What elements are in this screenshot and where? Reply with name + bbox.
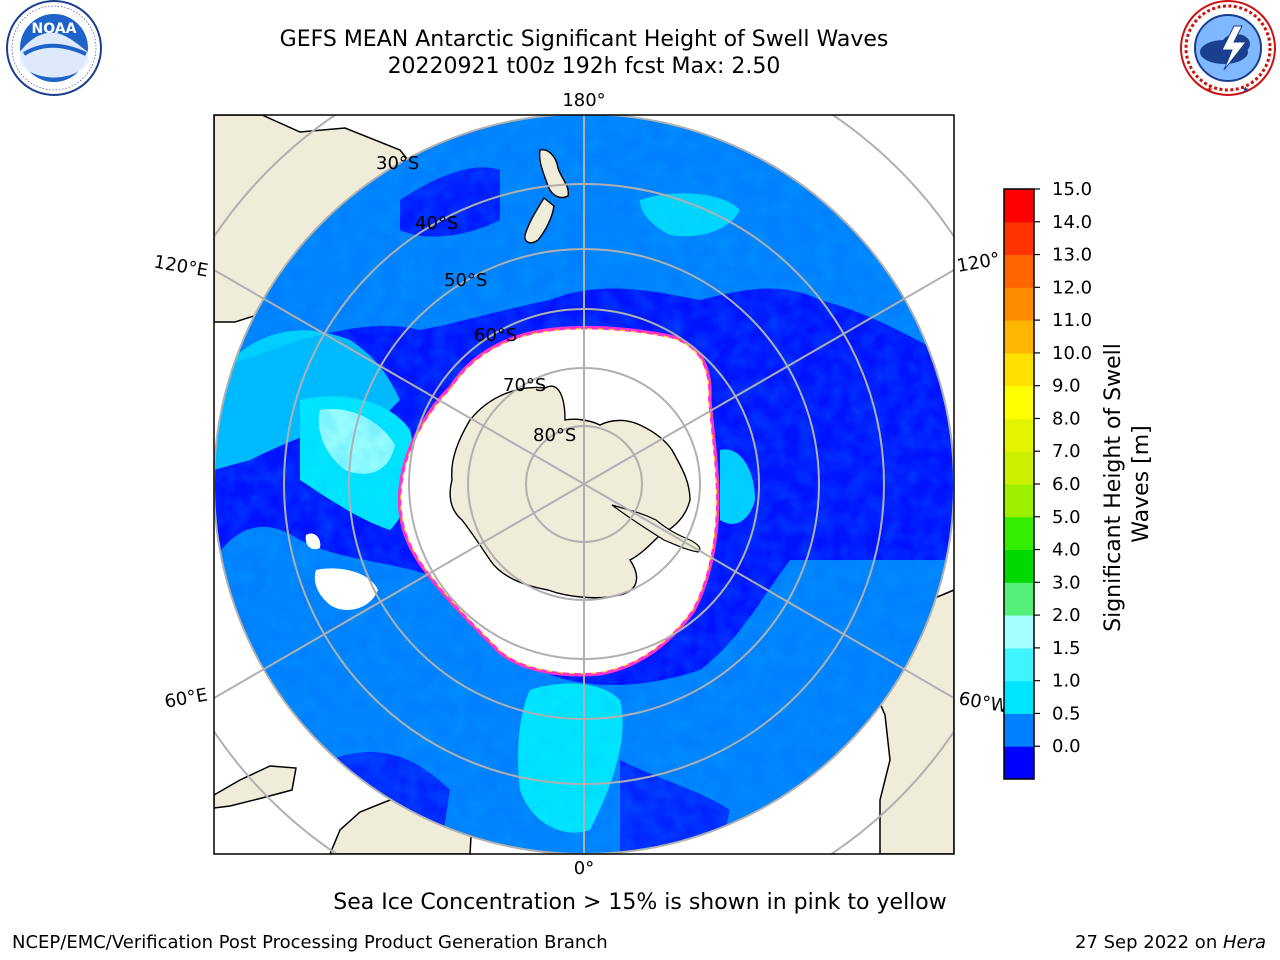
lat-label-40s: 40°S <box>415 213 458 234</box>
noaa-wordmark: NOAA <box>32 21 77 37</box>
nws-logo: ★ ★ <box>1176 0 1280 104</box>
colorbar-tick-label: 15.0 <box>1052 179 1092 200</box>
lon-label-60e: 60°E <box>163 684 209 712</box>
graticule <box>214 115 954 854</box>
footer-date-text: 27 Sep 2022 on <box>1075 932 1223 953</box>
colorbar-tick-label: 11.0 <box>1052 310 1092 331</box>
colorbar-segment <box>1004 647 1034 682</box>
colorbar-tick-label: 7.0 <box>1052 441 1081 462</box>
colorbar-segment <box>1004 516 1034 551</box>
colorbar-segment <box>1004 385 1034 419</box>
colorbar: 15.0 14.0 13.0 12.0 11.0 10.0 9.0 8.0 7.0 6.0 5.0 4… <box>1003 179 1154 780</box>
colorbar-tick-label: 12.0 <box>1052 277 1092 298</box>
colorbar-segment <box>1004 352 1034 387</box>
map-frame <box>213 114 955 855</box>
lat-label-50s: 50°S <box>444 270 487 291</box>
noaa-logo: NOAA <box>2 0 106 104</box>
svg-text:★: ★ <box>1242 85 1249 94</box>
footer-host: Hera <box>1222 932 1266 953</box>
colorbar-tick-label: 5.0 <box>1052 507 1081 528</box>
svg-text:★: ★ <box>1206 85 1213 94</box>
colorbar-tick-label: 0.0 <box>1052 736 1081 757</box>
colorbar-segment <box>1004 549 1034 583</box>
lat-label-60s: 60°S <box>474 325 517 346</box>
colorbar-segment <box>1004 746 1034 780</box>
colorbar-label: Significant Height of Swell Waves [m] <box>1101 336 1154 632</box>
footer-branch: NCEP/EMC/Verification Post Processing Pr… <box>12 932 608 953</box>
colorbar-segment <box>1004 189 1034 223</box>
colorbar-segment <box>1004 680 1034 714</box>
colorbar-tick-label: 13.0 <box>1052 245 1092 266</box>
colorbar-label-line2: Waves [m] <box>1129 425 1154 542</box>
madagascar-land <box>214 765 297 809</box>
lat-label-70s: 70°S <box>503 375 546 396</box>
lon-label-0: 0° <box>574 858 594 879</box>
colorbar-tick-label: 6.0 <box>1052 474 1081 495</box>
lon-label-180: 180° <box>562 90 605 111</box>
colorbar-tick-label: 4.0 <box>1052 540 1081 561</box>
colorbar-label-line1: Significant Height of Swell <box>1101 343 1126 632</box>
chart-subtitle: 20220921 t00z 192h fcst Max: 2.50 <box>387 54 781 79</box>
colorbar-tick-label: 2.0 <box>1052 605 1081 626</box>
chart-title: GEFS MEAN Antarctic Significant Height o… <box>279 27 889 52</box>
colorbar-segment <box>1004 713 1034 747</box>
colorbar-segment <box>1004 221 1034 256</box>
new-zealand-south <box>524 196 555 244</box>
lat-label-80s: 80°S <box>533 425 576 446</box>
lon-label-120e: 120°E <box>152 251 210 281</box>
colorbar-tick-label: 10.0 <box>1052 343 1092 364</box>
colorbar-tick-label: 3.0 <box>1052 572 1081 593</box>
colorbar-segment <box>1004 451 1034 485</box>
colorbar-segment <box>1004 582 1034 616</box>
colorbar-tick-label: 0.5 <box>1052 703 1081 724</box>
colorbar-segment <box>1004 615 1034 649</box>
lon-label-60w: 60°W <box>957 688 1010 717</box>
antarctic-peninsula <box>611 504 701 553</box>
colorbar-tick-label: 9.0 <box>1052 376 1081 397</box>
lat-label-30s: 30°S <box>376 153 419 174</box>
colorbar-tick-label: 8.0 <box>1052 408 1081 429</box>
colorbar-segment <box>1004 320 1034 354</box>
colorbar-tick-label: 1.5 <box>1052 638 1081 659</box>
colorbar-segment <box>1004 418 1034 452</box>
sea-ice-caption: Sea Ice Concentration > 15% is shown in … <box>333 890 947 915</box>
colorbar-segment <box>1004 287 1034 321</box>
colorbar-tick-label: 1.0 <box>1052 671 1081 692</box>
colorbar-segment <box>1004 254 1034 288</box>
colorbar-tick-label: 14.0 <box>1052 212 1092 233</box>
footer-date: 27 Sep 2022 on Hera <box>1075 932 1266 953</box>
colorbar-segment <box>1004 484 1034 518</box>
lon-label-120w: 120° <box>955 249 1001 277</box>
